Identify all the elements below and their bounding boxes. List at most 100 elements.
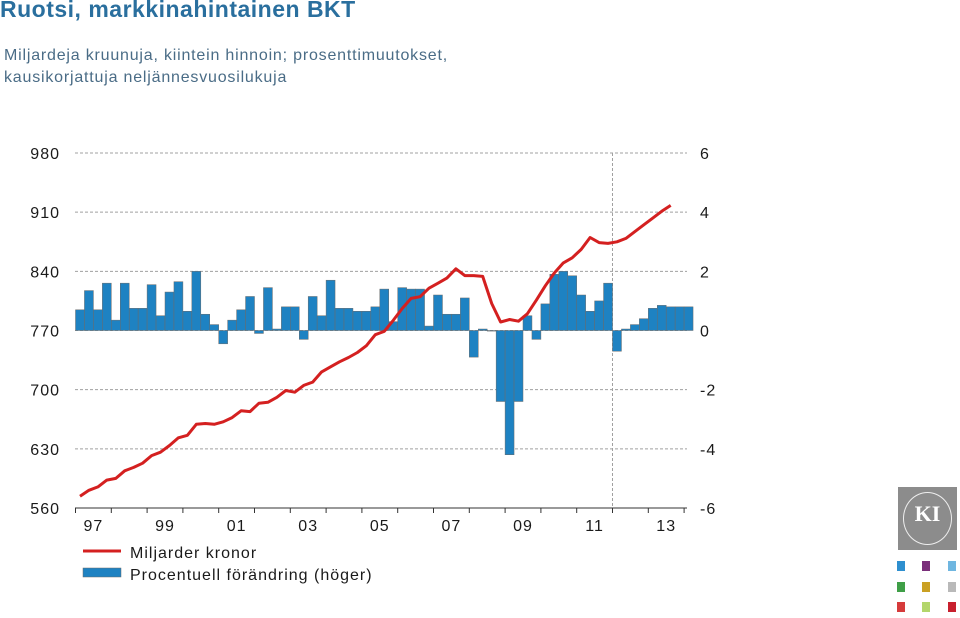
- bar: [173, 281, 184, 331]
- x-tick-label: 09: [513, 518, 533, 535]
- legend-line-label: Miljarder kronor: [130, 545, 257, 562]
- x-tick-label: 05: [370, 518, 390, 535]
- logo-color-square: [922, 602, 930, 612]
- y-right-tick-label: -2: [700, 383, 716, 400]
- bar: [281, 306, 291, 331]
- bar: [361, 311, 372, 331]
- y-right-tick-label: -6: [700, 501, 716, 518]
- logo-color-square: [897, 602, 905, 612]
- chart-subtitle: Miljardeja kruunuja, kiintein hinnoin; p…: [4, 45, 448, 89]
- x-tick-label: 07: [442, 518, 462, 535]
- y-left-tick-label: 560: [30, 501, 60, 518]
- bar: [486, 330, 497, 332]
- y-left-tick-label: 770: [30, 324, 60, 341]
- x-tick-label: 01: [227, 518, 247, 535]
- subtitle-line-2: kausikorjattuja neljännesvuosilukuja: [4, 69, 288, 86]
- y-right-tick-label: 0: [700, 324, 710, 341]
- bar: [379, 288, 389, 331]
- x-tick-label: 97: [84, 518, 104, 535]
- bar: [236, 309, 246, 331]
- line-path: [79, 204, 672, 498]
- bar: [665, 306, 676, 331]
- bar: [307, 296, 318, 331]
- bar: [164, 291, 175, 331]
- bar: [415, 288, 425, 331]
- bar: [612, 330, 622, 352]
- x-tick-label: 13: [656, 518, 676, 535]
- bar: [75, 309, 85, 331]
- bar: [93, 309, 103, 331]
- bar: [227, 319, 237, 331]
- bar: [128, 308, 139, 331]
- bar: [630, 324, 640, 331]
- y-right-tick-label: 2: [700, 264, 710, 281]
- bar: [674, 306, 685, 331]
- bar: [370, 306, 381, 331]
- bar: [594, 300, 604, 331]
- axes: 980 6 910 4 840 2 770 0 700 -2 630 -4 560 -6 97 99 01 03 0…: [30, 146, 716, 535]
- bar-series: [75, 271, 694, 455]
- bar: [451, 313, 461, 331]
- bar: [120, 282, 130, 331]
- bar: [549, 274, 560, 331]
- bar: [182, 311, 193, 331]
- x-tick-label: 11: [585, 518, 604, 535]
- bar: [442, 313, 452, 331]
- bar: [84, 290, 94, 331]
- line-series: [79, 204, 672, 498]
- legend: Miljarder kronor Procentuell förändring (…: [82, 545, 373, 584]
- x-tick-label: 99: [155, 518, 175, 535]
- bar: [576, 294, 586, 331]
- bar: [406, 288, 416, 331]
- bar: [513, 330, 524, 402]
- bar: [504, 330, 515, 455]
- bar: [111, 319, 121, 331]
- bar: [254, 330, 264, 334]
- bar: [209, 324, 219, 331]
- y-right-tick-label: -4: [700, 442, 716, 459]
- bar: [648, 308, 658, 331]
- y-left-tick-label: 700: [30, 383, 60, 400]
- legend-bar-swatch: [82, 567, 122, 578]
- bar: [460, 297, 470, 331]
- ki-logo: KI: [898, 487, 957, 550]
- logo-color-square: [897, 561, 905, 571]
- bar: [469, 330, 479, 358]
- bar: [567, 275, 577, 331]
- logo-text: KI: [914, 501, 941, 526]
- bar: [639, 318, 649, 331]
- logo-color-square: [948, 602, 956, 612]
- legend-bar-label: Procentuell förändring (höger): [130, 567, 373, 584]
- bar: [290, 306, 300, 331]
- bar: [146, 284, 157, 331]
- logo-color-square: [922, 582, 930, 592]
- bar: [245, 296, 255, 331]
- bar: [218, 330, 228, 345]
- y-left-tick-label: 840: [30, 264, 60, 281]
- logo-ring: [903, 492, 952, 545]
- bar: [352, 311, 363, 331]
- bar: [102, 282, 112, 331]
- bar: [603, 282, 613, 331]
- bar: [263, 287, 273, 331]
- bar: [191, 271, 202, 331]
- bar: [343, 308, 354, 331]
- bar: [316, 315, 327, 331]
- logo-color-square: [948, 561, 956, 571]
- logo-color-square: [948, 582, 956, 592]
- x-tick-label: 03: [298, 518, 318, 535]
- bar: [657, 305, 667, 331]
- chart-title: Ruotsi, markkinahintainen BKT: [0, 0, 356, 22]
- y-left-tick-label: 910: [30, 205, 60, 222]
- bar: [683, 306, 694, 331]
- y-left-tick-label: 980: [30, 146, 60, 163]
- bar: [621, 328, 631, 331]
- bar: [478, 328, 488, 331]
- y-right-tick-label: 4: [700, 205, 710, 222]
- bar: [540, 303, 551, 331]
- bar: [334, 308, 345, 331]
- bar: [585, 311, 595, 331]
- bar: [299, 330, 309, 340]
- bar: [495, 330, 506, 402]
